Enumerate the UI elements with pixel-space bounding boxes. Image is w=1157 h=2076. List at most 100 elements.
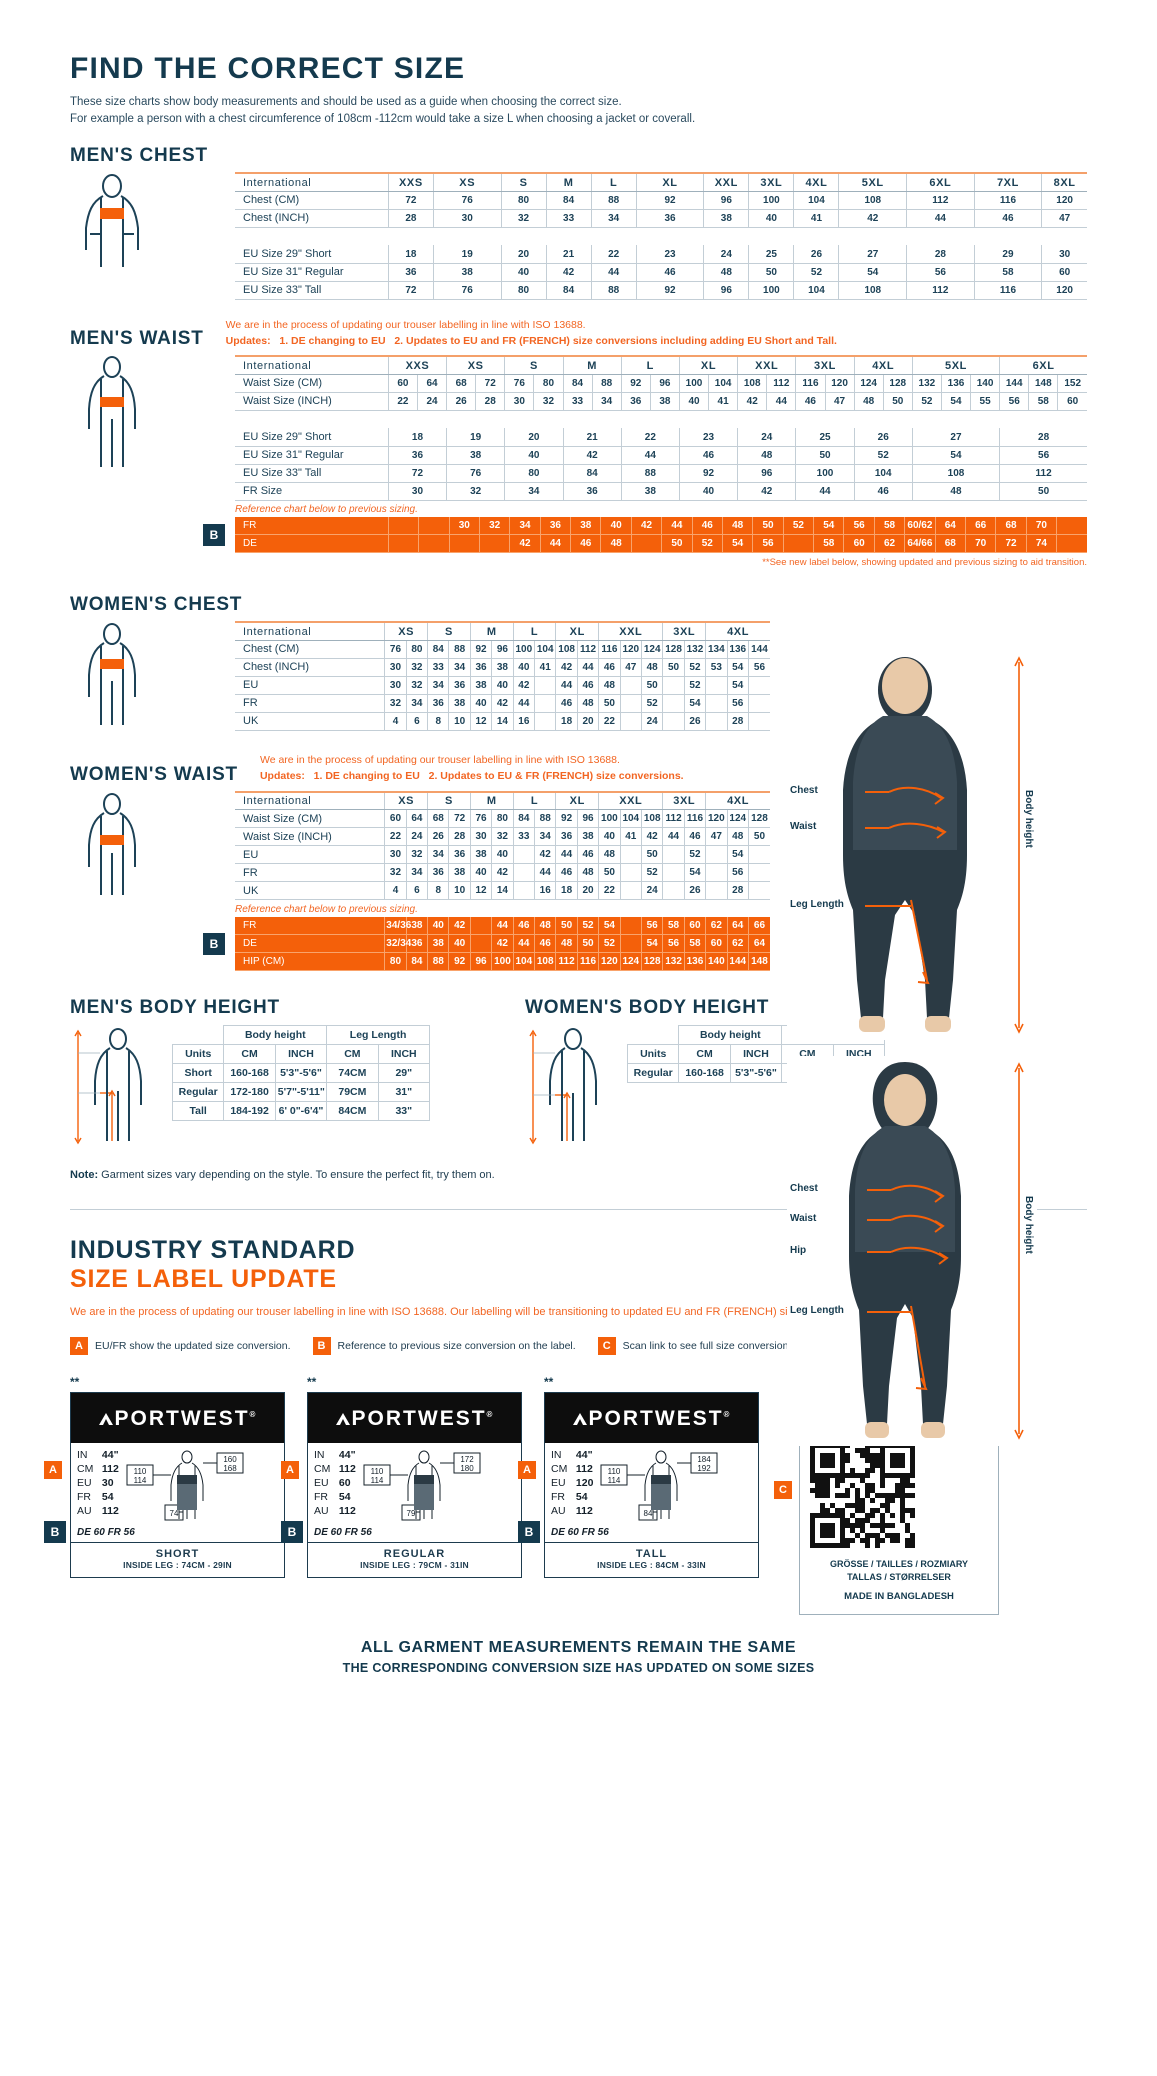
table-cell: 60: [1041, 263, 1087, 282]
row-label: Chest (CM): [235, 191, 389, 210]
table-row: Waist Size (CM) 60 64 68 72 76 80 84 88 92 96 100 10…: [235, 374, 1087, 393]
row-label: FR: [235, 516, 389, 536]
table-cell: [747, 863, 770, 883]
table-cell: 128: [747, 809, 770, 829]
table-cell: [705, 845, 728, 865]
table-cell: [418, 516, 450, 536]
table-cell: 52: [640, 694, 663, 713]
table-cell: 54: [721, 534, 753, 554]
table-cell: 42: [534, 845, 556, 865]
table-cell: 36: [427, 694, 449, 713]
previous-size-conversion: DE 60 FR 56: [71, 1525, 284, 1544]
table-cell: 46: [555, 863, 578, 883]
column-header-size: M: [545, 173, 592, 192]
table-cell: 26: [683, 881, 706, 901]
table-cell: 22: [598, 712, 621, 731]
column-header-international: International: [235, 173, 389, 192]
table-cell: 64: [416, 374, 447, 393]
table-cell: [619, 694, 642, 713]
table-cell: 41: [793, 209, 839, 228]
table-row: Waist Size (INCH) 22 24 26 28 30 32 33 34 36 38 40 4…: [235, 392, 1087, 411]
table-cell: 42: [491, 694, 514, 713]
spec-line: IN 44": [314, 1449, 356, 1463]
spec-line: IN 44": [77, 1449, 119, 1463]
table-cell: [705, 694, 728, 713]
legend-tag: C: [597, 1337, 616, 1356]
reference-row: FR 34/36 38 40 42 44 46 48 50 52 54 56 58 60 62 64 66: [235, 916, 770, 936]
table-cell: 116: [598, 640, 621, 659]
table-cell: 144: [747, 640, 770, 659]
table-cell: 52: [793, 263, 839, 282]
spec-unit: AU: [551, 1504, 566, 1517]
table-cell: 30: [387, 482, 447, 501]
table-cell: 108: [737, 374, 767, 393]
womens-body-height-title: WOMEN'S BODY HEIGHT: [525, 997, 770, 1019]
table-cell: 72: [448, 809, 471, 829]
table-cell: 42: [509, 534, 541, 554]
womens-chest-figure: [70, 621, 235, 731]
table-cell: 32: [384, 694, 407, 713]
mens-waist-orange-table: FR 30 32 34 36 38 40 42 44 46 48 50 52 54 56 58 60/62 64 6…: [235, 516, 1087, 554]
label-update-title-2: SIZE LABEL UPDATE: [70, 1265, 337, 1294]
table-cell: 22: [620, 428, 680, 447]
column-header-size: 3XL: [748, 173, 794, 192]
womens-waist-updates-label: Updates:: [259, 770, 305, 783]
table-cell: 76: [432, 281, 502, 300]
spec-value: 30: [101, 1477, 114, 1490]
table-cell: 96: [703, 191, 749, 210]
table-cell: 112: [906, 191, 975, 210]
column-header-size: 5XL: [911, 356, 1000, 375]
table-cell: 32: [446, 482, 505, 501]
row-label: DE: [235, 534, 389, 554]
table-cell: 92: [620, 374, 651, 393]
qr-code[interactable]: [810, 1443, 988, 1549]
table-cell: 50: [598, 863, 621, 883]
table-cell: [1056, 534, 1087, 554]
table-cell: 46: [555, 694, 578, 713]
table-cell: 55: [970, 392, 1000, 411]
table-cell: 84: [427, 640, 449, 659]
legend-item: C Scan link to see full size conversion c…: [597, 1337, 818, 1356]
label-box: PORTWEST® IN 44" CM 112 EU 60 FR 54 AU 1…: [307, 1392, 522, 1579]
female-model-card: Chest Waist Hip Leg Length Body height: [787, 1056, 1087, 1446]
table-row: Tall 184-192 6' 0"-6'4" 84CM 33": [171, 1101, 431, 1122]
table-cell: 40: [748, 209, 794, 228]
table-cell: 24: [405, 827, 428, 847]
table-cell: 34: [590, 209, 637, 228]
table-cell: 100: [678, 374, 709, 393]
spec-value: 112: [338, 1504, 356, 1517]
table-cell: 46: [635, 263, 704, 282]
table-cell: 24: [640, 881, 663, 901]
table-cell: [705, 712, 728, 731]
spec-value: 54: [575, 1490, 588, 1503]
legend-text: Scan link to see full size conversion ch…: [622, 1340, 818, 1353]
callout-body-height-female: Body height: [1023, 1196, 1034, 1254]
legend-item: A EU/FR show the updated size conversion.: [70, 1337, 291, 1356]
table-cell: 54: [726, 658, 749, 677]
table-cell: 88: [590, 281, 637, 300]
table-cell: 18: [555, 881, 578, 901]
callout-leg-length-male: Leg Length: [790, 899, 844, 910]
table-cell: 46: [534, 934, 556, 954]
table-cell: 92: [635, 191, 704, 210]
label-measurements: IN 44" CM 112 EU 60 FR 54 AU 112 110 114…: [308, 1443, 521, 1525]
svg-text:114: 114: [370, 1476, 383, 1485]
fit-name: REGULAR: [383, 1548, 446, 1561]
column-header: CM: [326, 1044, 379, 1065]
table-cell: [512, 863, 535, 883]
table-cell: 80: [500, 191, 547, 210]
table-cell: 18: [387, 428, 447, 447]
table-cell: 6: [405, 712, 428, 731]
mens-waist-title: MEN'S WAIST: [70, 328, 204, 350]
spec-list: IN 44" CM 112 EU 30 FR 54 AU 112: [77, 1449, 119, 1523]
table-cell: 160-168: [678, 1063, 731, 1084]
table-cell: 60: [384, 809, 407, 829]
table-cell: 52: [683, 845, 706, 865]
table-cell: [662, 881, 685, 901]
table-row: Short 160-168 5'3"-5'6" 74CM 29": [171, 1063, 431, 1084]
table-cell: 50: [662, 658, 685, 677]
table-cell: 54: [838, 263, 907, 282]
spec-line: CM 112: [77, 1463, 119, 1477]
garment-note-label: Note:: [70, 1169, 99, 1182]
column-header-size: XXL: [737, 356, 796, 375]
